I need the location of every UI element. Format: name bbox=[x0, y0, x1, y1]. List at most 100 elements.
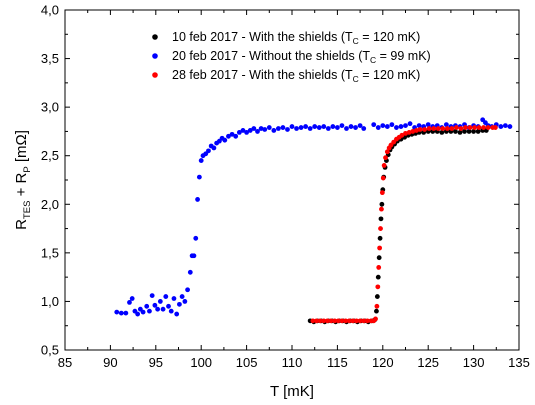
data-point bbox=[177, 301, 182, 307]
data-point bbox=[140, 309, 146, 315]
y-axis-title-plus-r: + R bbox=[13, 172, 30, 200]
data-point bbox=[378, 226, 383, 231]
data-point bbox=[374, 294, 380, 299]
data-point bbox=[335, 125, 340, 130]
plot-frame bbox=[64, 9, 520, 351]
data-point bbox=[185, 287, 190, 293]
data-point bbox=[485, 125, 491, 130]
data-point bbox=[398, 124, 404, 129]
x-tick-label: 100 bbox=[190, 355, 212, 370]
data-point bbox=[206, 148, 211, 154]
data-point bbox=[431, 126, 437, 131]
data-point bbox=[222, 137, 228, 143]
data-point bbox=[317, 318, 323, 324]
data-point bbox=[453, 125, 459, 130]
y-axis-title-unit: [mΩ] bbox=[13, 130, 30, 166]
data-point bbox=[182, 299, 188, 304]
data-point bbox=[354, 318, 359, 324]
data-point bbox=[298, 125, 304, 130]
data-point bbox=[375, 125, 381, 130]
x-tick-label: 135 bbox=[508, 355, 530, 370]
data-point bbox=[414, 128, 419, 133]
data-point bbox=[377, 245, 383, 251]
x-tick-label: 125 bbox=[417, 355, 439, 370]
data-point bbox=[440, 126, 446, 131]
data-point bbox=[394, 125, 399, 130]
y-tick-label: 2,0 bbox=[41, 197, 59, 212]
data-point bbox=[332, 318, 338, 324]
data-point bbox=[211, 145, 217, 151]
y-tick-label: 1,5 bbox=[41, 245, 59, 260]
data-point bbox=[160, 306, 166, 312]
x-tick-label: 85 bbox=[58, 355, 72, 370]
data-point bbox=[379, 201, 385, 207]
x-axis-title: T [mK] bbox=[270, 383, 314, 400]
data-point bbox=[350, 318, 356, 324]
data-point bbox=[233, 133, 239, 139]
y-tick-label: 1,0 bbox=[41, 294, 59, 309]
data-point bbox=[285, 127, 290, 132]
data-point bbox=[168, 308, 174, 314]
data-point bbox=[149, 293, 155, 298]
data-point bbox=[325, 318, 330, 324]
x-tick-label: 105 bbox=[236, 355, 258, 370]
data-point bbox=[379, 206, 384, 212]
legend-marker-series-3 bbox=[152, 72, 158, 78]
data-point bbox=[457, 130, 463, 135]
data-point bbox=[443, 122, 449, 128]
legend: 10 feb 2017 - With the shields (TC = 120… bbox=[152, 30, 431, 84]
data-point bbox=[129, 296, 135, 301]
data-point bbox=[330, 124, 336, 129]
data-point bbox=[380, 175, 386, 181]
legend-label-series-3: 28 feb 2017 - With the shields (TC = 120… bbox=[172, 68, 420, 84]
axis-ticks bbox=[64, 9, 520, 351]
data-point bbox=[343, 318, 348, 324]
legend-marker-series-1 bbox=[152, 34, 158, 40]
y-axis-title: RTES + RP [mΩ] bbox=[13, 130, 33, 230]
data-point bbox=[226, 133, 231, 139]
data-point bbox=[381, 163, 387, 168]
data-point bbox=[374, 308, 379, 314]
data-point bbox=[373, 316, 378, 322]
x-tick-label: 110 bbox=[282, 355, 303, 370]
y-tick-label: 2,5 bbox=[41, 148, 59, 163]
data-point bbox=[425, 122, 431, 128]
y-axis-title-r: R bbox=[13, 219, 30, 230]
data-point bbox=[417, 127, 423, 132]
data-point bbox=[174, 311, 180, 317]
data-point bbox=[467, 125, 473, 130]
y-axis-title-sub-tes: TES bbox=[22, 201, 33, 219]
data-point bbox=[375, 284, 381, 290]
data-point bbox=[240, 128, 246, 133]
x-tick-label: 130 bbox=[463, 355, 485, 370]
data-point bbox=[476, 125, 482, 130]
series-2 bbox=[114, 117, 513, 317]
data-point bbox=[384, 124, 390, 129]
data-point bbox=[307, 126, 313, 131]
data-point bbox=[335, 318, 341, 324]
data-point bbox=[247, 128, 253, 133]
data-point bbox=[144, 303, 150, 309]
data-point bbox=[498, 124, 504, 129]
legend-label-series-2: 20 feb 2017 - Without the shields (TC = … bbox=[172, 49, 431, 65]
data-point bbox=[471, 129, 476, 134]
x-tick-label: 90 bbox=[103, 355, 117, 370]
data-point bbox=[244, 130, 250, 135]
data-point bbox=[439, 130, 445, 135]
data-point bbox=[481, 125, 486, 130]
data-points bbox=[114, 117, 513, 325]
data-point bbox=[403, 130, 408, 136]
data-point bbox=[475, 129, 481, 134]
x-tick-label: 95 bbox=[149, 355, 163, 370]
data-point bbox=[472, 125, 477, 130]
data-point bbox=[346, 318, 352, 324]
data-point bbox=[321, 124, 327, 129]
data-point bbox=[127, 300, 132, 305]
legend-label-series-1: 10 feb 2017 - With the shields (TC = 120… bbox=[172, 30, 420, 46]
data-point bbox=[236, 130, 242, 135]
data-point bbox=[453, 129, 458, 134]
data-point bbox=[361, 318, 367, 324]
data-point bbox=[157, 299, 163, 304]
data-point bbox=[191, 253, 197, 259]
